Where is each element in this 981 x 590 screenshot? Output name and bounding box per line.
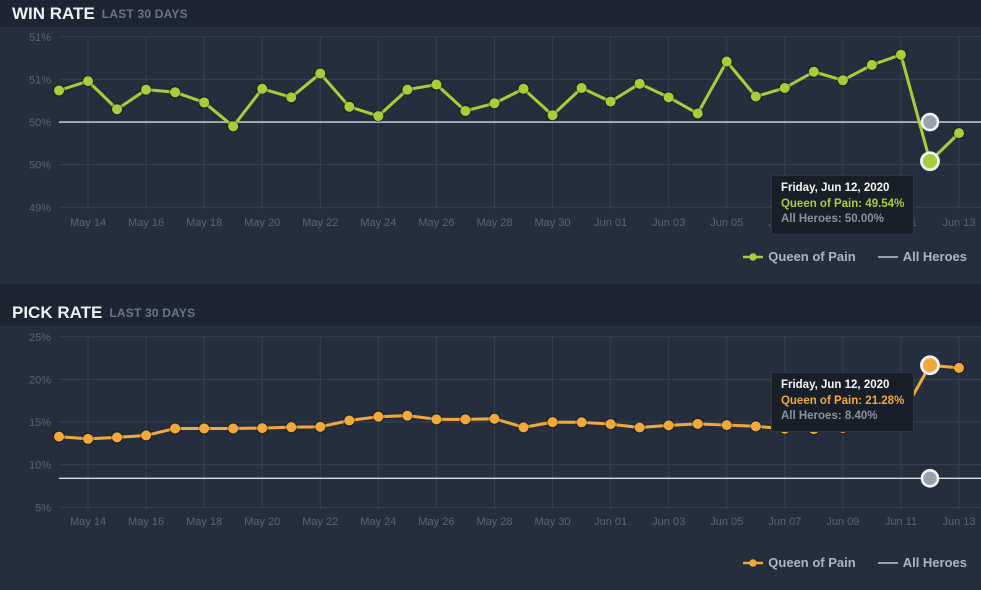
svg-text:May 26: May 26 (418, 516, 454, 528)
svg-text:Jun 07: Jun 07 (768, 516, 801, 528)
svg-text:50%: 50% (29, 117, 51, 129)
svg-text:Jun 01: Jun 01 (594, 217, 627, 229)
svg-text:May 30: May 30 (535, 217, 571, 229)
svg-text:May 20: May 20 (244, 516, 280, 528)
svg-text:May 14: May 14 (70, 217, 106, 229)
svg-text:49%: 49% (29, 202, 51, 214)
svg-text:10%: 10% (29, 460, 51, 472)
svg-text:May 22: May 22 (302, 217, 338, 229)
svg-text:Jun 11: Jun 11 (885, 516, 917, 528)
svg-text:May 24: May 24 (360, 217, 396, 229)
svg-text:25%: 25% (29, 332, 51, 344)
svg-text:Jun 05: Jun 05 (710, 516, 743, 528)
svg-text:50%: 50% (29, 160, 51, 172)
svg-text:May 24: May 24 (360, 516, 396, 528)
svg-text:Jun 13: Jun 13 (942, 516, 975, 528)
svg-text:15%: 15% (29, 417, 51, 429)
svg-text:May 16: May 16 (128, 516, 164, 528)
svg-text:May 20: May 20 (244, 217, 280, 229)
svg-text:5%: 5% (35, 502, 51, 514)
svg-text:May 28: May 28 (476, 217, 512, 229)
svg-text:May 18: May 18 (186, 217, 222, 229)
svg-text:May 28: May 28 (476, 516, 512, 528)
svg-text:20%: 20% (29, 374, 51, 386)
svg-text:51%: 51% (29, 32, 51, 44)
svg-text:May 18: May 18 (186, 516, 222, 528)
svg-text:Jun 01: Jun 01 (594, 516, 627, 528)
svg-text:May 14: May 14 (70, 516, 106, 528)
svg-text:May 26: May 26 (418, 217, 454, 229)
svg-text:Jun 09: Jun 09 (826, 516, 859, 528)
svg-text:Jun 13: Jun 13 (942, 217, 975, 229)
svg-text:May 30: May 30 (535, 516, 571, 528)
svg-text:May 16: May 16 (128, 217, 164, 229)
svg-text:Jun 03: Jun 03 (652, 217, 685, 229)
svg-text:Jun 03: Jun 03 (652, 516, 685, 528)
svg-text:51%: 51% (29, 74, 51, 86)
svg-text:Jun 05: Jun 05 (710, 217, 743, 229)
svg-text:May 22: May 22 (302, 516, 338, 528)
